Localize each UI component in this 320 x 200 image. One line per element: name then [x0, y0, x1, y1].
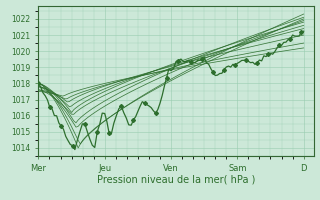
X-axis label: Pression niveau de la mer( hPa ): Pression niveau de la mer( hPa ) — [97, 174, 255, 184]
